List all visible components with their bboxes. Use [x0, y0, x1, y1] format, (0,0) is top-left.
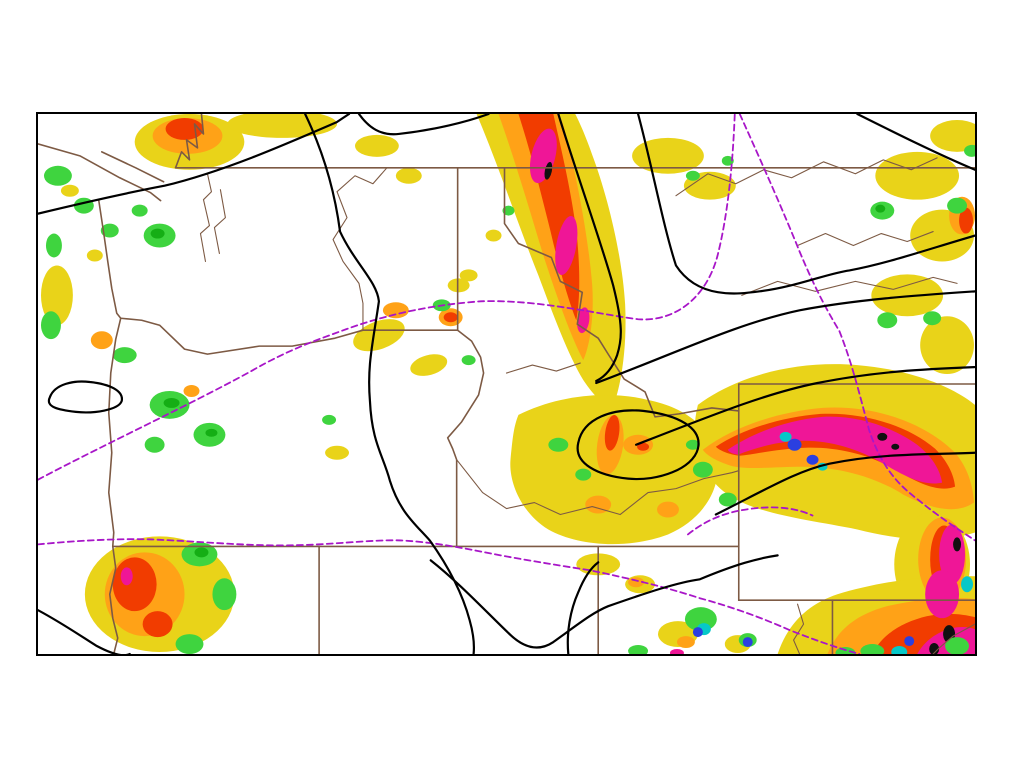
contour-labels-layer [38, 114, 975, 654]
colorbar [167, 724, 830, 768]
longitude-axis [38, 656, 975, 684]
map-canvas [38, 114, 975, 654]
forecast-map [36, 112, 977, 656]
colorbar-canvas [167, 724, 830, 764]
mslp-contours [38, 114, 975, 654]
latitude-axis [0, 114, 34, 654]
height-contours [38, 114, 975, 654]
